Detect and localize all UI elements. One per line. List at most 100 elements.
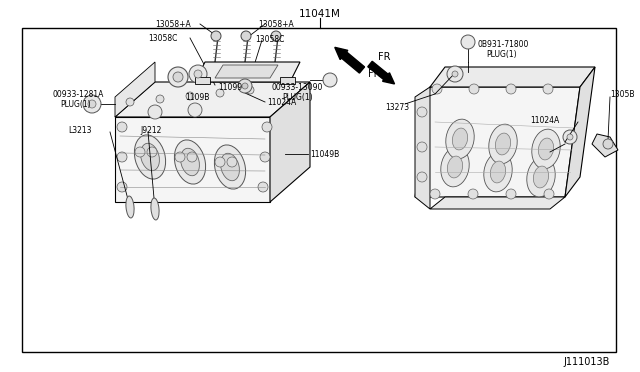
Circle shape	[417, 172, 427, 182]
Text: 13058C: 13058C	[148, 33, 177, 42]
Polygon shape	[215, 65, 278, 78]
Text: 13273: 13273	[385, 103, 409, 112]
Ellipse shape	[151, 198, 159, 220]
Circle shape	[246, 86, 254, 94]
Text: PLUG(1): PLUG(1)	[486, 49, 516, 58]
Circle shape	[468, 189, 478, 199]
Circle shape	[262, 122, 272, 132]
Circle shape	[461, 35, 475, 49]
Text: FR: FR	[368, 69, 381, 79]
Text: 1305B: 1305B	[610, 90, 634, 99]
FancyArrow shape	[335, 47, 365, 73]
Polygon shape	[115, 82, 310, 117]
Circle shape	[168, 67, 188, 87]
Text: 13058+A: 13058+A	[258, 19, 294, 29]
Circle shape	[117, 152, 127, 162]
Circle shape	[506, 189, 516, 199]
Circle shape	[260, 152, 270, 162]
Ellipse shape	[533, 166, 548, 188]
Ellipse shape	[174, 140, 205, 184]
Circle shape	[543, 84, 553, 94]
Circle shape	[417, 142, 427, 152]
Circle shape	[126, 98, 134, 106]
Text: FR: FR	[378, 52, 390, 62]
Text: 11024A: 11024A	[530, 115, 559, 125]
Circle shape	[447, 66, 463, 82]
Circle shape	[603, 139, 613, 149]
Ellipse shape	[447, 156, 463, 178]
Text: 13058C: 13058C	[255, 35, 284, 44]
Ellipse shape	[441, 147, 469, 187]
FancyArrow shape	[368, 61, 394, 84]
Circle shape	[117, 122, 127, 132]
Text: 00933-1281A: 00933-1281A	[52, 90, 104, 99]
Ellipse shape	[446, 119, 474, 159]
Polygon shape	[430, 67, 595, 87]
Circle shape	[173, 72, 183, 82]
Circle shape	[175, 152, 185, 162]
Circle shape	[430, 189, 440, 199]
Circle shape	[156, 95, 164, 103]
Circle shape	[216, 89, 224, 97]
Ellipse shape	[214, 145, 246, 189]
Polygon shape	[195, 77, 210, 84]
Circle shape	[567, 134, 573, 140]
Circle shape	[187, 152, 197, 162]
Text: J111013B: J111013B	[564, 357, 610, 367]
Circle shape	[238, 79, 252, 93]
Circle shape	[194, 70, 202, 78]
Circle shape	[117, 182, 127, 192]
Circle shape	[189, 65, 207, 83]
Text: 13058+A: 13058+A	[155, 19, 191, 29]
Circle shape	[242, 83, 248, 89]
Circle shape	[432, 84, 442, 94]
Text: PLUG(1): PLUG(1)	[282, 93, 312, 102]
Polygon shape	[430, 197, 565, 209]
Text: 11049B: 11049B	[310, 150, 339, 158]
Ellipse shape	[527, 157, 556, 197]
Circle shape	[544, 189, 554, 199]
Circle shape	[241, 31, 251, 41]
Text: L3213: L3213	[68, 125, 92, 135]
Polygon shape	[280, 77, 295, 84]
Text: 00933-13090: 00933-13090	[272, 83, 323, 92]
Text: J9212: J9212	[140, 125, 161, 135]
Circle shape	[563, 130, 577, 144]
Ellipse shape	[180, 148, 200, 176]
Polygon shape	[415, 87, 430, 209]
Ellipse shape	[134, 135, 166, 179]
Circle shape	[211, 31, 221, 41]
Text: 0B931-71800: 0B931-71800	[478, 39, 529, 48]
Ellipse shape	[126, 196, 134, 218]
Polygon shape	[115, 117, 270, 202]
Ellipse shape	[490, 161, 506, 183]
Ellipse shape	[532, 129, 560, 169]
Circle shape	[271, 31, 281, 41]
Polygon shape	[270, 82, 310, 202]
Text: PLUG(1): PLUG(1)	[60, 99, 91, 109]
Circle shape	[147, 147, 157, 157]
Circle shape	[323, 73, 337, 87]
Circle shape	[88, 100, 96, 108]
Polygon shape	[115, 62, 155, 117]
Circle shape	[506, 84, 516, 94]
Circle shape	[215, 157, 225, 167]
Polygon shape	[195, 62, 300, 82]
Text: 11099: 11099	[218, 83, 242, 92]
Polygon shape	[415, 87, 580, 197]
Circle shape	[469, 84, 479, 94]
Polygon shape	[592, 134, 618, 157]
Circle shape	[227, 157, 237, 167]
Text: 11041M: 11041M	[299, 9, 341, 19]
Circle shape	[417, 107, 427, 117]
Ellipse shape	[221, 153, 239, 181]
Circle shape	[135, 147, 145, 157]
Ellipse shape	[141, 143, 159, 171]
Circle shape	[258, 182, 268, 192]
Ellipse shape	[452, 128, 468, 150]
Circle shape	[186, 92, 194, 100]
Ellipse shape	[538, 138, 554, 160]
Circle shape	[452, 71, 458, 77]
Ellipse shape	[484, 152, 512, 192]
Ellipse shape	[495, 133, 511, 155]
